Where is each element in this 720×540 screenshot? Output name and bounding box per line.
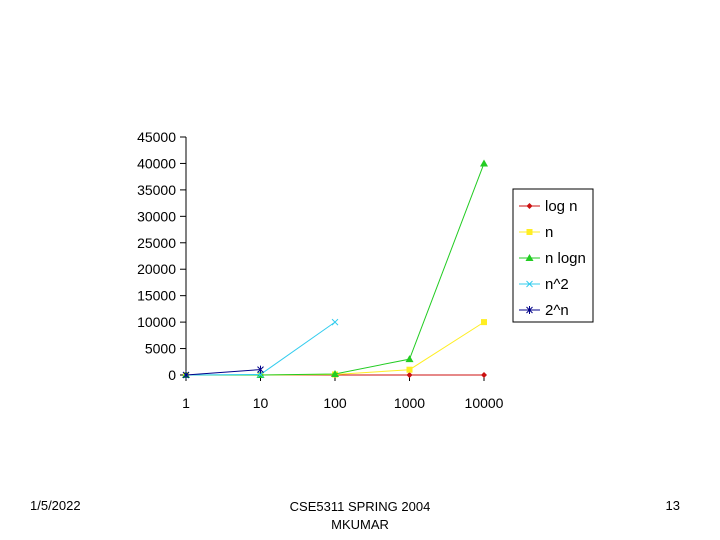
y-tick-label: 25000 [137,235,176,251]
y-tick-label: 35000 [137,182,176,198]
data-point-n-logn [480,159,488,167]
legend-marker-n [526,229,533,235]
y-axis-ticks: 0 5000 10000 15000 20000 25000 30000 35000 40000… [137,129,186,383]
y-tick-label: 10000 [137,314,176,330]
series-line-n-logn [185,163,485,376]
x-tick-label: 100 [323,395,347,411]
y-tick-label: 20000 [137,261,176,277]
y-tick-label: 30000 [137,208,176,224]
legend-marker-2-n [526,306,533,314]
data-point-n-2 [331,318,339,326]
series-n-logn [182,159,488,378]
y-tick-label: 15000 [137,288,176,304]
legend-label-n-2: n^2 [545,276,569,293]
data-point-n-logn [405,355,414,363]
legend-label-2-n: 2^n [545,302,569,319]
x-tick-label: 10000 [465,395,504,411]
data-point-log-n [481,371,487,378]
legend-label-n: n [545,224,553,241]
data-point-2-n [257,365,264,374]
series-n [183,319,487,378]
legend-marker-n-logn [525,254,534,261]
footer-author: MKUMAR [331,517,389,532]
y-tick-label: 0 [168,367,176,383]
footer-page-number: 13 [665,498,680,513]
legend-marker-n-2 [526,280,533,288]
series-line-2-n [185,369,261,376]
chart-axes [185,137,484,376]
x-tick-label: 10 [253,395,269,411]
data-point-n [481,319,487,326]
x-tick-label: 1000 [394,395,425,411]
data-point-n-2 [257,371,264,378]
legend: log n n n logn n^2 2^n [512,188,594,323]
legend-marker-log-n [526,203,533,209]
data-point-n-logn [331,369,339,377]
series-2-n [182,365,264,379]
legend-label-log-n: log n [545,198,578,215]
y-tick-label: 45000 [137,129,176,145]
y-tick-label: 5000 [145,341,176,357]
legend-label-n-logn: n logn [545,250,586,267]
data-point-log-n [406,371,413,378]
data-point-2-n [182,370,190,379]
legend-box [512,188,594,323]
y-tick-label: 40000 [137,155,176,171]
footer-course-info: CSE5311 SPRING 2004 MKUMAR [260,498,460,534]
series-line-n [185,321,485,376]
series-layer [182,159,488,379]
x-axis-ticks: 1 10 100 1000 10000 [182,375,504,411]
x-tick-label: 1 [182,395,190,411]
footer-course: CSE5311 SPRING 2004 [289,499,431,514]
footer-date: 1/5/2022 [30,498,81,513]
data-point-n [406,366,413,373]
